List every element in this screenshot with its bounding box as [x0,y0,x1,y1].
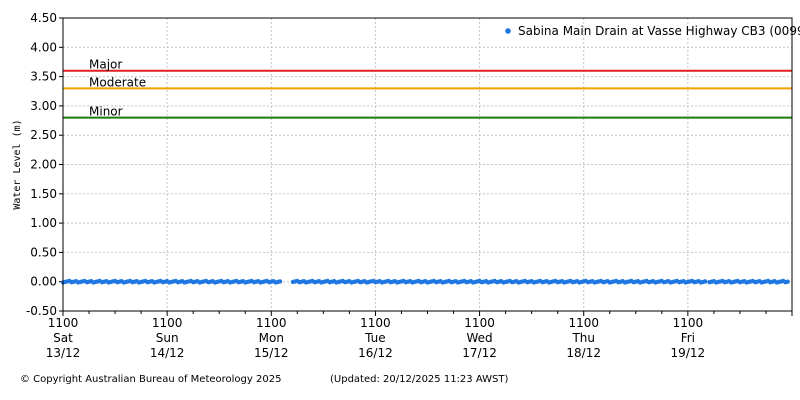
x-tick-day: Fri [681,331,695,345]
x-tick-time: 1100 [256,316,287,330]
plot-frame [62,17,793,312]
y-tick-label: 4.00 [30,40,57,54]
x-tick-day: Sun [156,331,179,345]
y-axis-label: Water Level (m) [12,119,23,209]
y-tick-label: 2.00 [30,158,57,172]
x-tick-date: 17/12 [462,346,497,360]
y-tick-label: 1.50 [30,187,57,201]
y-tick-label: 0.00 [30,275,57,289]
x-tick-date: 14/12 [150,346,185,360]
updated-timestamp: (Updated: 20/12/2025 11:23 AWST) [330,374,509,385]
data-point [277,279,283,284]
threshold-label-minor: Minor [89,105,123,119]
x-tick-day: Tue [364,331,386,345]
x-tick-time: 1100 [464,316,495,330]
x-tick-day: Mon [259,331,284,345]
data-point [703,279,708,284]
x-tick-day: Thu [571,331,595,345]
threshold-label-moderate: Moderate [89,75,146,89]
x-tick-time: 1100 [360,316,391,330]
y-tick-label: -0.50 [26,304,57,318]
y-tick-label: 2.50 [30,128,57,142]
y-tick-label: 4.50 [30,11,57,25]
legend-label: Sabina Main Drain at Vasse Highway CB3 (… [518,24,800,38]
x-tick-time: 1100 [152,316,183,330]
threshold-label-major: Major [89,58,122,72]
x-tick-date: 13/12 [46,346,81,360]
x-tick-time: 1100 [568,316,599,330]
x-tick-date: 16/12 [358,346,393,360]
x-tick-date: 19/12 [671,346,706,360]
data-point [785,279,790,284]
y-tick-label: 0.50 [30,245,57,259]
y-tick-label: 1.00 [30,216,57,230]
x-tick-time: 1100 [673,316,704,330]
x-tick-date: 18/12 [566,346,601,360]
legend-marker [505,28,511,34]
x-tick-day: Sat [53,331,73,345]
y-tick-label: 3.00 [30,99,57,113]
x-tick-day: Wed [466,331,492,345]
x-tick-date: 15/12 [254,346,289,360]
x-tick-time: 1100 [48,316,79,330]
y-tick-label: 3.50 [30,70,57,84]
copyright-text: © Copyright Australian Bureau of Meteoro… [20,374,282,385]
